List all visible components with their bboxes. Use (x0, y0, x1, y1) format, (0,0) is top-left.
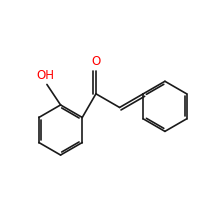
Text: OH: OH (37, 69, 55, 82)
Text: O: O (91, 55, 101, 68)
